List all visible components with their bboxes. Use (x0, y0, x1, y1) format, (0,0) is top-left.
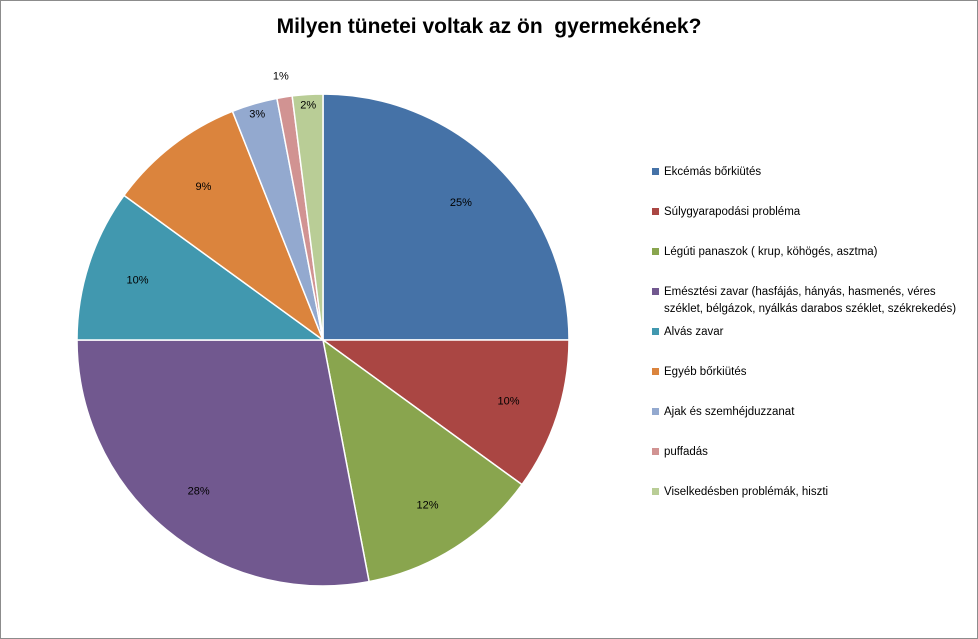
pie-slice (321, 338, 524, 583)
legend-swatch (652, 448, 659, 455)
legend-swatch (652, 328, 659, 335)
pie-slice (76, 339, 370, 587)
pie-slice (322, 93, 570, 341)
pie-slice (320, 339, 570, 486)
pie-slice (122, 110, 325, 343)
legend-label: Ajak és szemhéjduzzanat (664, 406, 795, 418)
slice-data-label: 28% (188, 485, 210, 497)
legend-label: Egyéb bőrkiütés (664, 366, 747, 378)
slice-data-label: 10% (497, 395, 519, 407)
legend-label: Súlygyarapodási probléma (664, 206, 801, 218)
slice-data-label: 10% (126, 275, 148, 287)
legend-swatch (652, 288, 659, 295)
slice-data-label: 1% (273, 70, 289, 82)
legend-label: Alvás zavar (664, 326, 724, 338)
legend-swatch (652, 368, 659, 375)
legend-swatch (652, 488, 659, 495)
legend-swatch (652, 208, 659, 215)
legend-label: Ekcémás bőrkiütés (664, 166, 762, 178)
pie-slice (291, 93, 324, 341)
legend-label: Légúti panaszok ( krup, köhögés, asztma) (664, 246, 878, 258)
legend-swatch (652, 248, 659, 255)
slice-data-label: 25% (450, 197, 472, 209)
pie-slice (76, 194, 326, 341)
legend-label: Viselkedésben problémák, hiszti (664, 486, 829, 498)
legend-swatch (652, 168, 659, 175)
slice-data-label: 3% (249, 108, 265, 120)
legend-label: Emésztési zavar (hasfájás, hányás, hasme… (664, 286, 957, 315)
slice-data-label: 2% (300, 100, 316, 112)
slice-data-label: 12% (416, 500, 438, 512)
legend-swatch (652, 408, 659, 415)
legend-label: puffadás (664, 446, 708, 458)
chart-title: Milyen tünetei voltak az ön gyermekének? (276, 15, 702, 38)
slice-data-label: 9% (196, 181, 212, 193)
